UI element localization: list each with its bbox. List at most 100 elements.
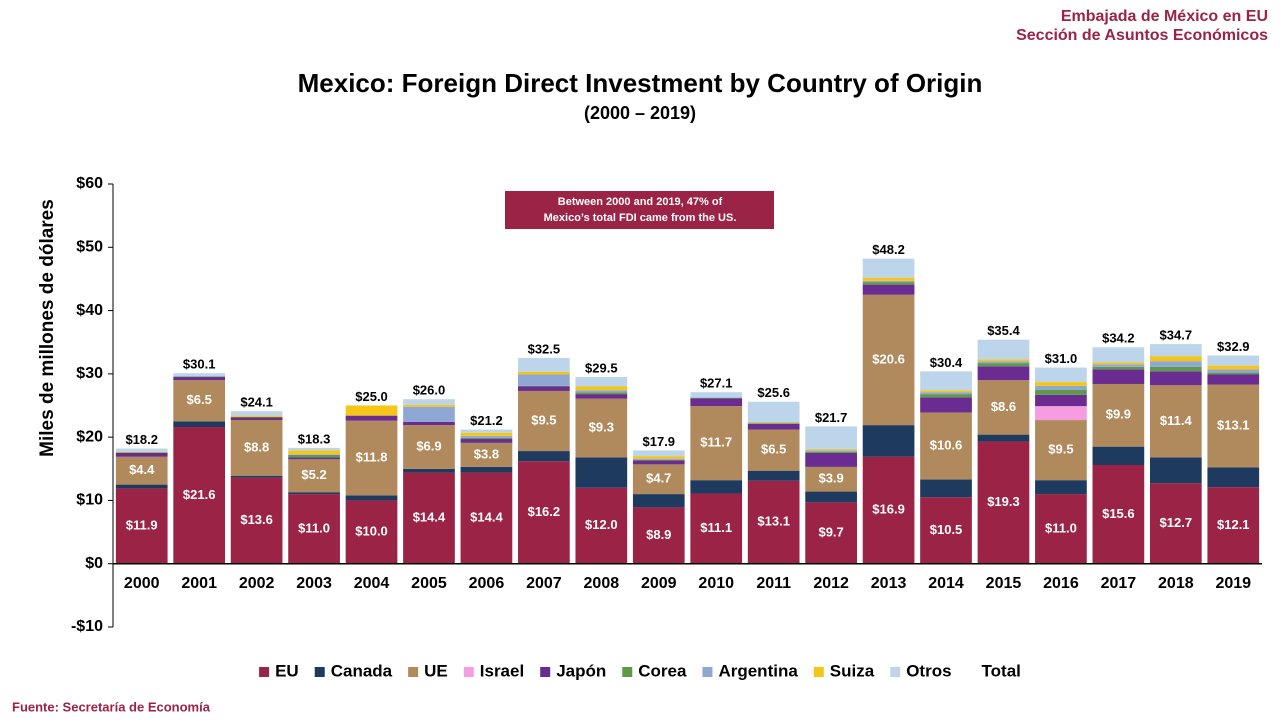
bar-segment — [632, 456, 685, 459]
bar-value-label: $16.9 — [872, 502, 905, 517]
bar-segment — [288, 492, 340, 495]
header-line: Sección de Asuntos Económicos — [1016, 27, 1268, 44]
bar-segment — [862, 425, 915, 457]
bar-segment — [288, 450, 340, 455]
total-label: $34.2 — [1102, 331, 1135, 346]
legend-label: Corea — [638, 661, 687, 680]
bar-value-label: $15.6 — [1102, 506, 1135, 521]
bar-segment — [345, 420, 398, 496]
bar-segment — [460, 439, 513, 443]
bar-segment — [1035, 389, 1087, 395]
bar-segment — [690, 392, 743, 398]
bar-value-label: $9.3 — [589, 419, 614, 434]
legend-swatch — [408, 667, 419, 677]
bar-segment — [1149, 361, 1202, 367]
bar-segment — [1092, 364, 1145, 367]
total-label: $32.9 — [1217, 339, 1250, 354]
bar-segment — [173, 427, 226, 564]
bar-segment — [1207, 487, 1260, 564]
bar-segment — [345, 405, 398, 416]
legend-label: Otros — [906, 661, 951, 680]
bar-segment — [1035, 367, 1087, 383]
bar-segment — [747, 423, 800, 430]
total-label: $35.4 — [987, 323, 1020, 338]
bar-segment — [518, 371, 570, 375]
bar-segment — [805, 452, 857, 467]
legend-swatch — [813, 667, 824, 677]
x-tick-label: 2000 — [124, 575, 160, 592]
x-tick-label: 2004 — [354, 575, 390, 592]
bar-segment — [173, 373, 226, 377]
legend-swatch — [259, 667, 270, 677]
x-tick-label: 2015 — [986, 575, 1022, 592]
bar-segment — [690, 397, 743, 399]
bar-segment — [403, 399, 455, 405]
bar-segment — [632, 494, 685, 508]
legend-swatch — [702, 667, 713, 677]
bar-segment — [920, 479, 972, 498]
bar-segment — [575, 390, 628, 393]
bar-segment — [288, 454, 340, 455]
bar-value-label: $11.1 — [700, 520, 732, 535]
bar-segment — [1149, 385, 1202, 458]
y-tick-label: $0 — [85, 555, 103, 572]
bar-segment — [690, 406, 743, 481]
bar-segment — [920, 497, 972, 564]
bar-segment — [230, 415, 283, 417]
x-tick-label: 2006 — [469, 575, 505, 592]
bar-segment — [862, 258, 915, 278]
y-tick-label: $60 — [76, 175, 103, 192]
annotation-text: Mexico’s total FDI came from the US. — [544, 212, 737, 224]
bar-segment — [288, 494, 340, 564]
bar-segment — [288, 457, 340, 460]
bar-segment — [1035, 494, 1087, 564]
bar-segment — [632, 464, 685, 495]
x-tick-label: 2018 — [1158, 575, 1194, 592]
bar-segment — [862, 284, 915, 295]
bar-segment — [747, 401, 800, 422]
x-tick-label: 2009 — [641, 575, 677, 592]
y-axis-label: Miles de millones de dólares — [37, 199, 58, 457]
bar-value-label: $10.5 — [930, 522, 963, 537]
bar-segment — [575, 394, 628, 399]
bar-segment — [862, 294, 915, 426]
bar-segment — [518, 386, 570, 391]
bar-segment — [977, 441, 1030, 564]
bar-segment — [747, 423, 800, 424]
bar-segment — [977, 434, 1030, 442]
bar-segment — [460, 442, 513, 467]
bar-segment — [230, 477, 283, 564]
bar-value-label: $11.9 — [126, 517, 158, 532]
legend-swatch — [890, 667, 901, 677]
bar-segment — [805, 451, 857, 453]
x-tick-label: 2017 — [1101, 575, 1137, 592]
total-label: $21.2 — [470, 413, 503, 428]
y-tick-label: $50 — [76, 239, 103, 256]
bar-segment — [115, 488, 168, 564]
bar-segment — [690, 397, 743, 398]
total-label: $34.7 — [1160, 328, 1193, 343]
bar-segment — [518, 461, 570, 564]
bar-segment — [230, 416, 283, 418]
legend-swatch — [622, 667, 633, 677]
bar-segment — [920, 397, 972, 413]
bar-segment — [1149, 366, 1202, 372]
bar-segment — [632, 507, 685, 564]
bar-segment — [805, 491, 857, 503]
y-tick-label: $30 — [76, 365, 103, 382]
bar-segment — [115, 484, 168, 489]
bar-segment — [1035, 385, 1087, 390]
total-label: $30.4 — [930, 355, 963, 370]
bar-segment — [345, 415, 398, 421]
bar-segment — [1149, 483, 1202, 564]
bar-segment — [1207, 467, 1260, 488]
bar-segment — [1035, 420, 1087, 481]
bar-segment — [1149, 344, 1202, 357]
bar-segment — [115, 448, 168, 452]
total-label: $18.2 — [125, 432, 158, 447]
bar-segment — [1207, 372, 1260, 375]
bar-segment — [230, 420, 283, 476]
bar-value-label: $3.9 — [818, 471, 843, 486]
bar-segment — [115, 451, 168, 453]
annotation-box — [505, 191, 774, 229]
